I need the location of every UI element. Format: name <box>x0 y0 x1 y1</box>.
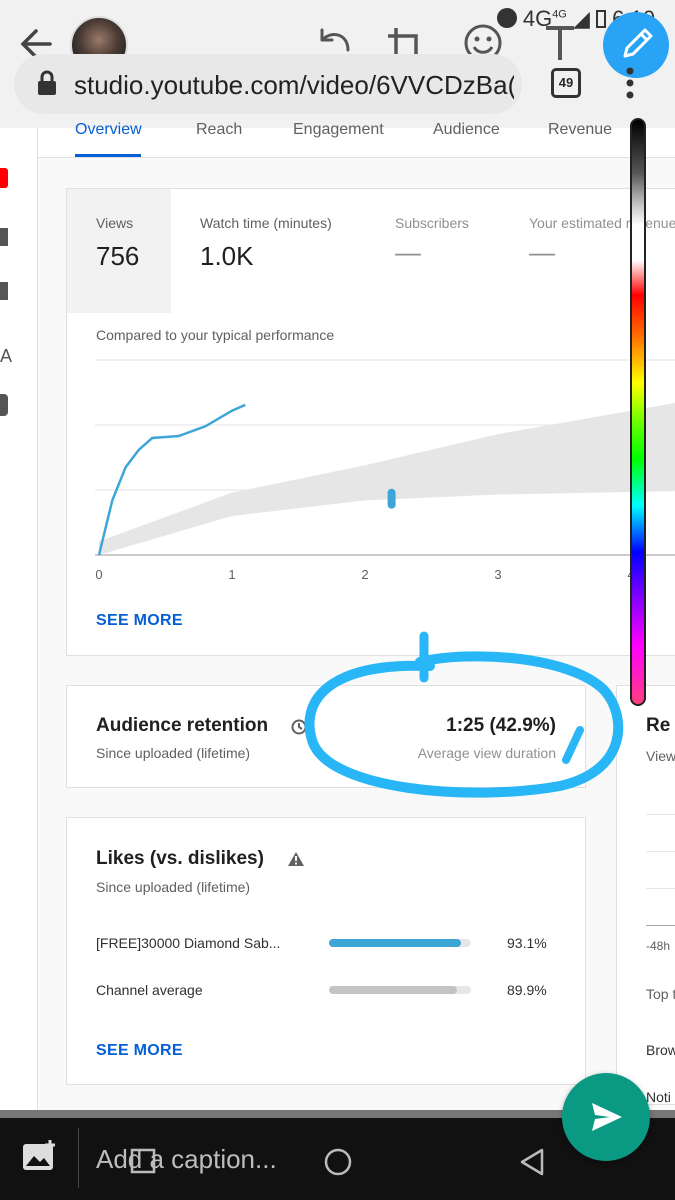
metric-value: — <box>395 237 421 267</box>
grid-line <box>646 814 675 815</box>
metric-label: Watch time (minutes) <box>200 215 332 231</box>
x-tick-label: 3 <box>494 567 501 582</box>
caption-bar: Add a caption... <box>0 1118 675 1200</box>
tab-revenue[interactable]: Revenue <box>548 121 613 138</box>
grid-line <box>646 888 675 889</box>
caption-input[interactable]: Add a caption... <box>96 1144 277 1174</box>
card-subtitle: Since uploaded (lifetime) <box>96 745 251 761</box>
tab-audience[interactable]: Audience <box>433 121 500 138</box>
average-view-duration-value: 1:25 (42.9%) <box>446 715 556 736</box>
send-icon <box>592 1103 622 1131</box>
performance-chart: 01234 <box>95 359 675 582</box>
send-button[interactable] <box>562 1073 650 1161</box>
divider <box>0 1110 675 1118</box>
comments-icon[interactable] <box>0 282 8 300</box>
axis-line <box>646 925 675 926</box>
back-arrow-icon[interactable] <box>18 26 54 62</box>
metric-tile-subscribers[interactable]: Subscribers — <box>366 189 500 313</box>
analytics-tabs: Overview Reach Engagement Audience Reven… <box>38 121 675 158</box>
card-title: Likes (vs. dislikes) <box>96 848 264 869</box>
x-tick-label: 2 <box>361 567 368 582</box>
studio-logo-icon[interactable] <box>0 168 8 188</box>
tab-reach[interactable]: Reach <box>196 121 243 138</box>
pencil-button[interactable] <box>603 12 669 78</box>
undo-icon[interactable] <box>314 26 354 60</box>
row-label: Noti <box>646 1089 671 1105</box>
current-position-marker <box>387 488 396 509</box>
see-more-link[interactable]: SEE MORE <box>96 1042 183 1059</box>
signal-icon: ◢ <box>573 6 590 31</box>
battery-icon <box>596 10 607 28</box>
likes-card: Likes (vs. dislikes) Since uploaded (lif… <box>66 817 586 1085</box>
x-tick-label: 1 <box>228 567 235 582</box>
content-icon[interactable] <box>0 228 8 246</box>
metric-label: Subscribers <box>395 215 469 231</box>
overview-card: Views 756 Watch time (minutes) 1.0K Subs… <box>66 188 675 656</box>
average-view-duration-label: Average view duration <box>417 745 556 761</box>
pencil-icon <box>623 28 653 58</box>
tab-overview[interactable]: Overview <box>75 121 142 138</box>
x-tick-label: 0 <box>95 567 102 582</box>
views-line <box>97 403 246 556</box>
card-title: Re <box>646 715 671 736</box>
copyright-icon[interactable] <box>0 394 8 416</box>
axis-label: -48h <box>646 939 671 953</box>
add-image-icon[interactable] <box>22 1140 58 1172</box>
metric-value: 756 <box>96 241 140 271</box>
audience-retention-card: Audience retention Since uploaded (lifet… <box>66 685 586 788</box>
likes-bar-fill <box>329 986 457 994</box>
likes-row-pct: 93.1% <box>507 935 547 951</box>
top-label: Top t <box>646 986 675 1002</box>
metric-value: 1.0K <box>200 241 254 271</box>
card-title: Audience retention <box>96 715 269 736</box>
comparison-subtitle: Compared to your typical performance <box>96 327 335 343</box>
emoji-icon[interactable] <box>462 22 504 64</box>
separator <box>78 1128 79 1188</box>
see-more-link[interactable]: SEE MORE <box>96 612 183 629</box>
overflow-menu-icon[interactable] <box>624 66 636 100</box>
url-text[interactable]: studio.youtube.com/video/6VVCDzBa( <box>74 70 514 100</box>
tab-engagement[interactable]: Engagement <box>293 121 384 138</box>
card-subtitle: View <box>646 748 675 764</box>
dnd-icon <box>496 8 517 28</box>
typical-performance-band <box>99 402 675 555</box>
metric-value: — <box>529 237 555 267</box>
lock-icon <box>38 70 56 95</box>
url-bar[interactable] <box>14 54 522 114</box>
likes-row-pct: 89.9% <box>507 982 547 998</box>
metric-label: Views <box>96 215 134 231</box>
recents-nav-icon[interactable] <box>130 1148 158 1174</box>
text-icon[interactable] <box>542 22 578 62</box>
color-picker-strip[interactable] <box>630 118 646 706</box>
likes-bar-track <box>329 939 471 947</box>
studio-left-rail: A <box>0 128 38 1118</box>
row-label: Brow <box>646 1042 675 1058</box>
metric-tile-watch-time[interactable]: Watch time (minutes) 1.0K <box>171 189 366 313</box>
tab-switcher-button[interactable]: 49 <box>551 68 581 98</box>
likes-bar-track <box>329 986 471 994</box>
image-editor-toolbar: 4G4G ◢ 6:10 <box>0 0 675 128</box>
back-nav-icon[interactable] <box>516 1146 548 1178</box>
warning-icon[interactable] <box>287 851 305 867</box>
likes-bar-fill <box>329 939 462 947</box>
active-tab-indicator <box>75 154 141 157</box>
home-nav-icon[interactable] <box>322 1146 354 1178</box>
subtitles-icon[interactable]: A <box>0 346 13 366</box>
grid-line <box>646 851 675 852</box>
network-small-label: 4G <box>552 8 567 21</box>
card-subtitle: Since uploaded (lifetime) <box>96 879 251 895</box>
likes-row-label: Channel average <box>96 982 203 998</box>
tab-count: 49 <box>558 75 574 90</box>
metric-tile-views[interactable]: Views 756 <box>67 189 171 313</box>
likes-row-label: [FREE]30000 Diamond Sab... <box>96 935 281 951</box>
